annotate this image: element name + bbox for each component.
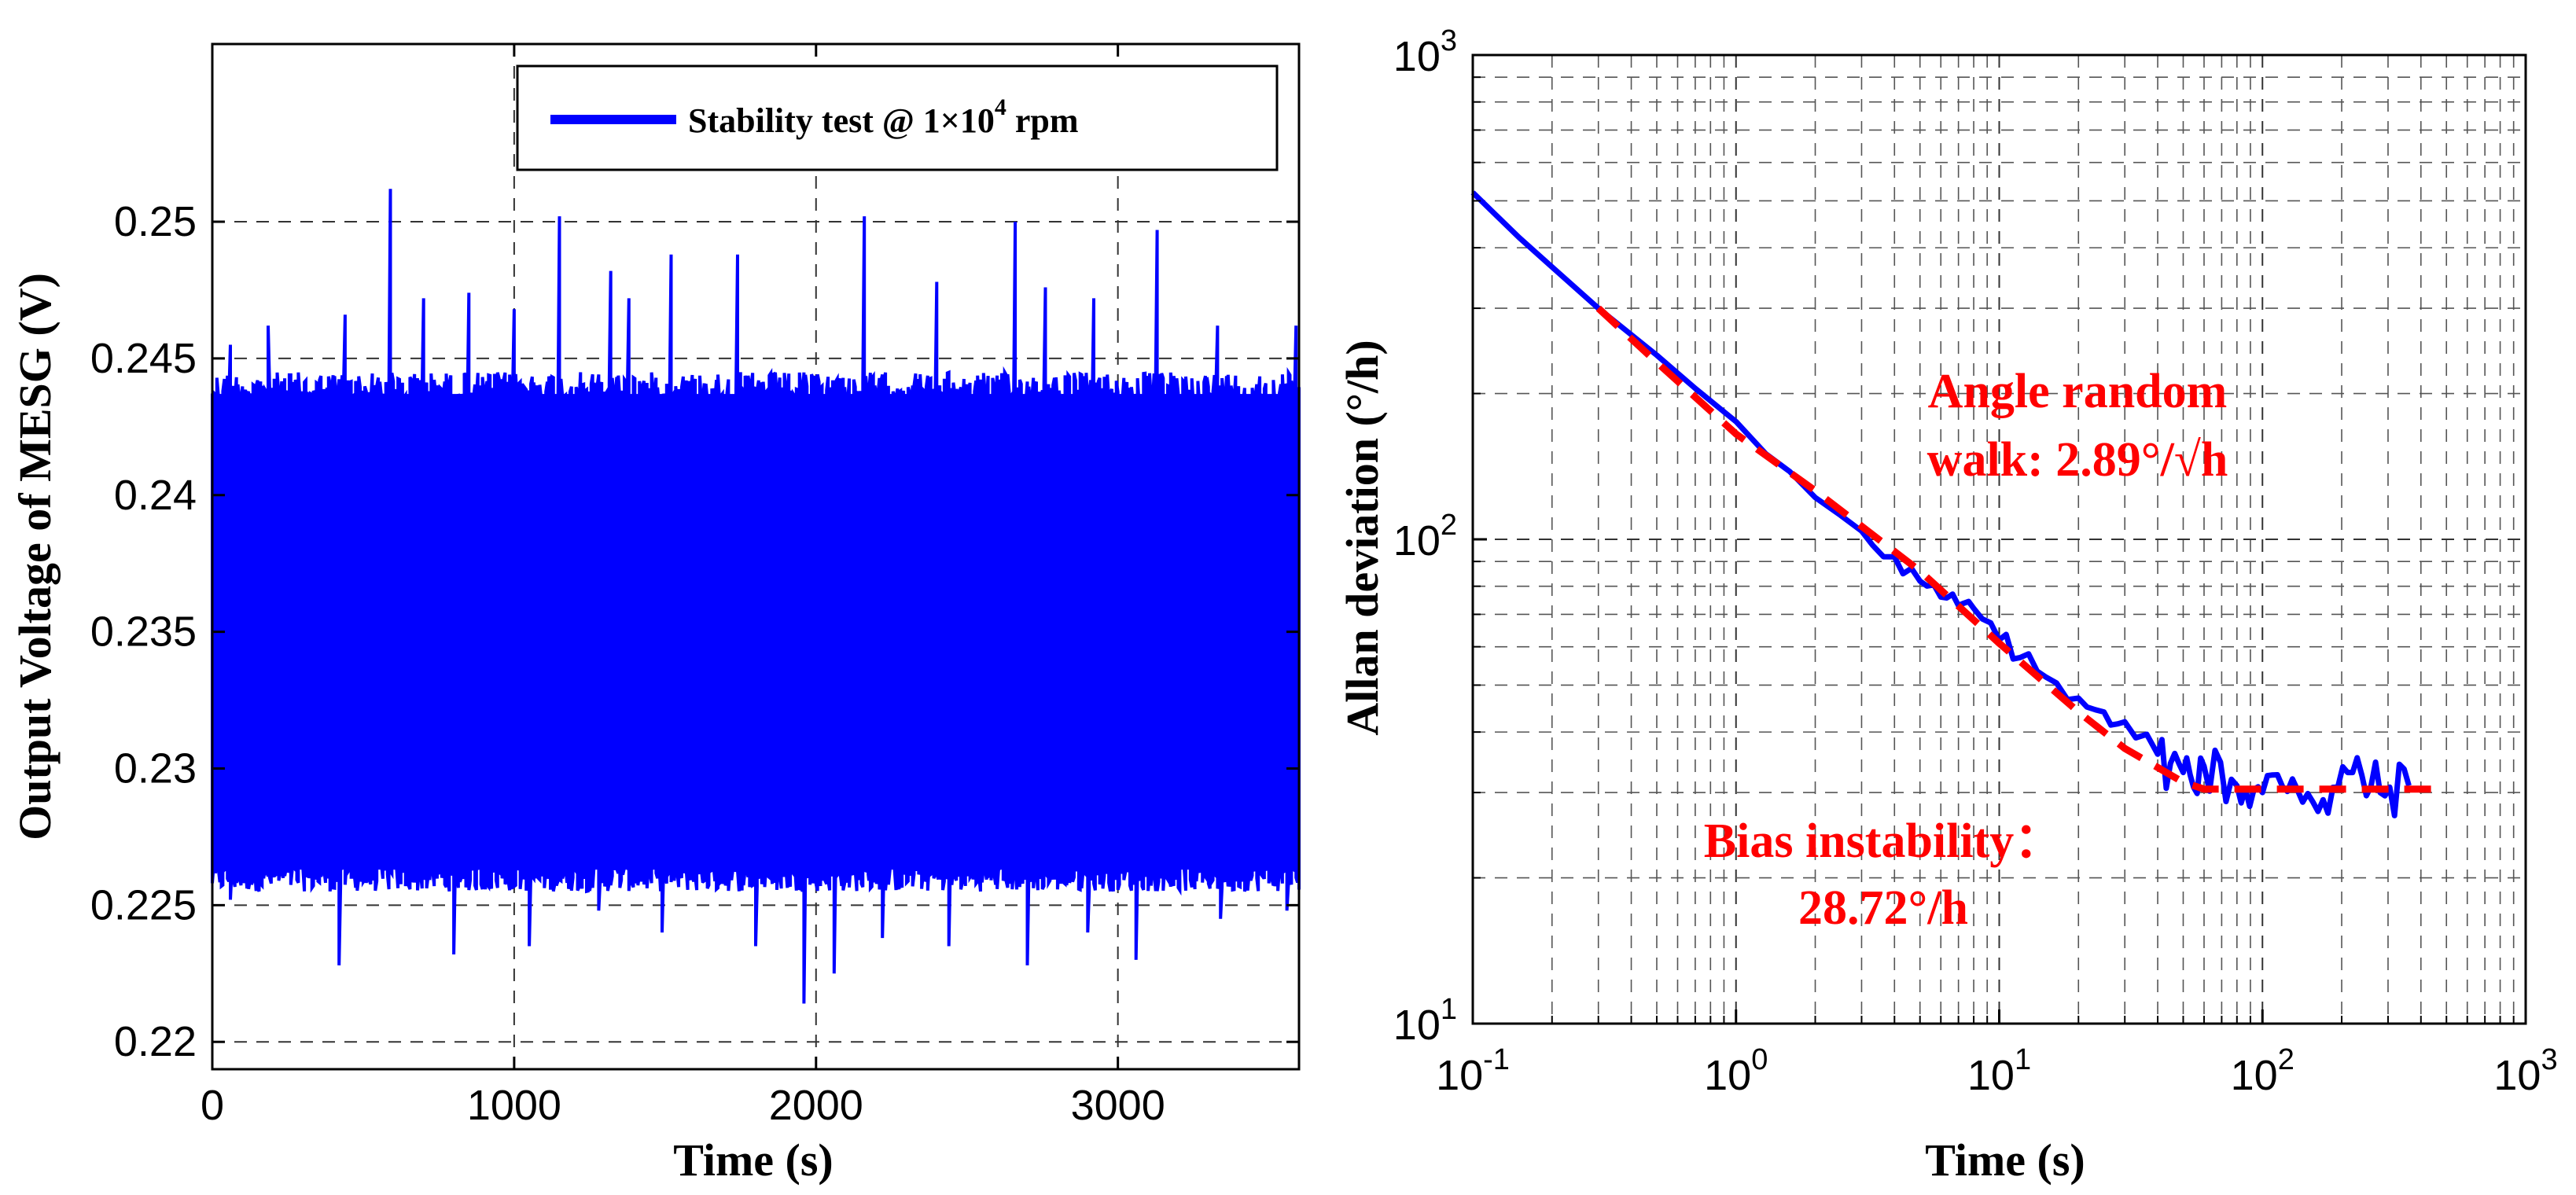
left-xtick-label: 2000: [769, 1082, 863, 1129]
legend-label: Stability test @ 1×104 rpm: [688, 94, 1079, 140]
annotation-arw-line1: Angle random: [1928, 365, 2228, 418]
right-xtick-label: 103: [2493, 1043, 2557, 1099]
left-ytick-label: 0.235: [90, 609, 197, 656]
right-ticks: 10-1 100 101 102 103 101 102 103: [1393, 24, 2558, 1099]
left-x-axis-label: Time (s): [673, 1134, 834, 1186]
right-ytick-label: 102: [1393, 509, 1457, 564]
right-y-axis-label: Allan deviation (°/h): [1337, 340, 1388, 735]
left-ytick-label: 0.245: [90, 335, 197, 382]
left-ticks: 0 1000 2000 3000 0.22 0.225 0.23 0.235 0.24 0.245…: [90, 44, 1299, 1129]
left-y-axis-label: Output Voltage of MESG (V): [9, 273, 61, 840]
right-xtick-label: 102: [2231, 1043, 2294, 1099]
left-xtick-label: 3000: [1071, 1082, 1165, 1129]
annotation-arw-line2: walk: 2.89°/√h: [1927, 433, 2228, 487]
left-xtick-label: 1000: [467, 1082, 561, 1129]
right-series: [1470, 190, 2434, 818]
left-ytick-label: 0.22: [114, 1018, 197, 1065]
right-ytick-label: 101: [1393, 993, 1457, 1049]
right-xtick-label: 100: [1704, 1043, 1768, 1099]
left-xtick-label: 0: [201, 1082, 224, 1129]
right-xtick-label: 10-1: [1436, 1043, 1510, 1099]
fit-line: [1595, 305, 2434, 793]
left-ytick-label: 0.23: [114, 745, 197, 792]
left-ytick-label: 0.25: [114, 198, 197, 245]
time-series-chart: 0 1000 2000 3000 0.22 0.225 0.23 0.235 0.24 0.245…: [9, 42, 1301, 1186]
right-ytick-label: 103: [1393, 24, 1457, 80]
left-ytick-label: 0.24: [114, 472, 197, 519]
annotation-bias-line2: 28.72°/h: [1798, 881, 1968, 935]
allan-deviation-chart: 10-1 100 101 102 103 101 102 103 Angle random w…: [1337, 24, 2558, 1186]
annotation-bias-line1: Bias instability：: [1704, 814, 2063, 868]
right-xtick-label: 101: [1967, 1043, 2031, 1099]
voltage-signal-line: [211, 189, 1301, 1004]
right-x-axis-label: Time (s): [1925, 1134, 2085, 1186]
voltage-signal-series: [211, 189, 1301, 1004]
right-grid: [1473, 55, 2526, 1024]
left-ytick-label: 0.225: [90, 881, 197, 928]
allan-deviation-line: [1470, 190, 2412, 818]
left-plot-frame: [211, 42, 1301, 1071]
legend: Stability test @ 1×104 rpm: [516, 64, 1279, 171]
